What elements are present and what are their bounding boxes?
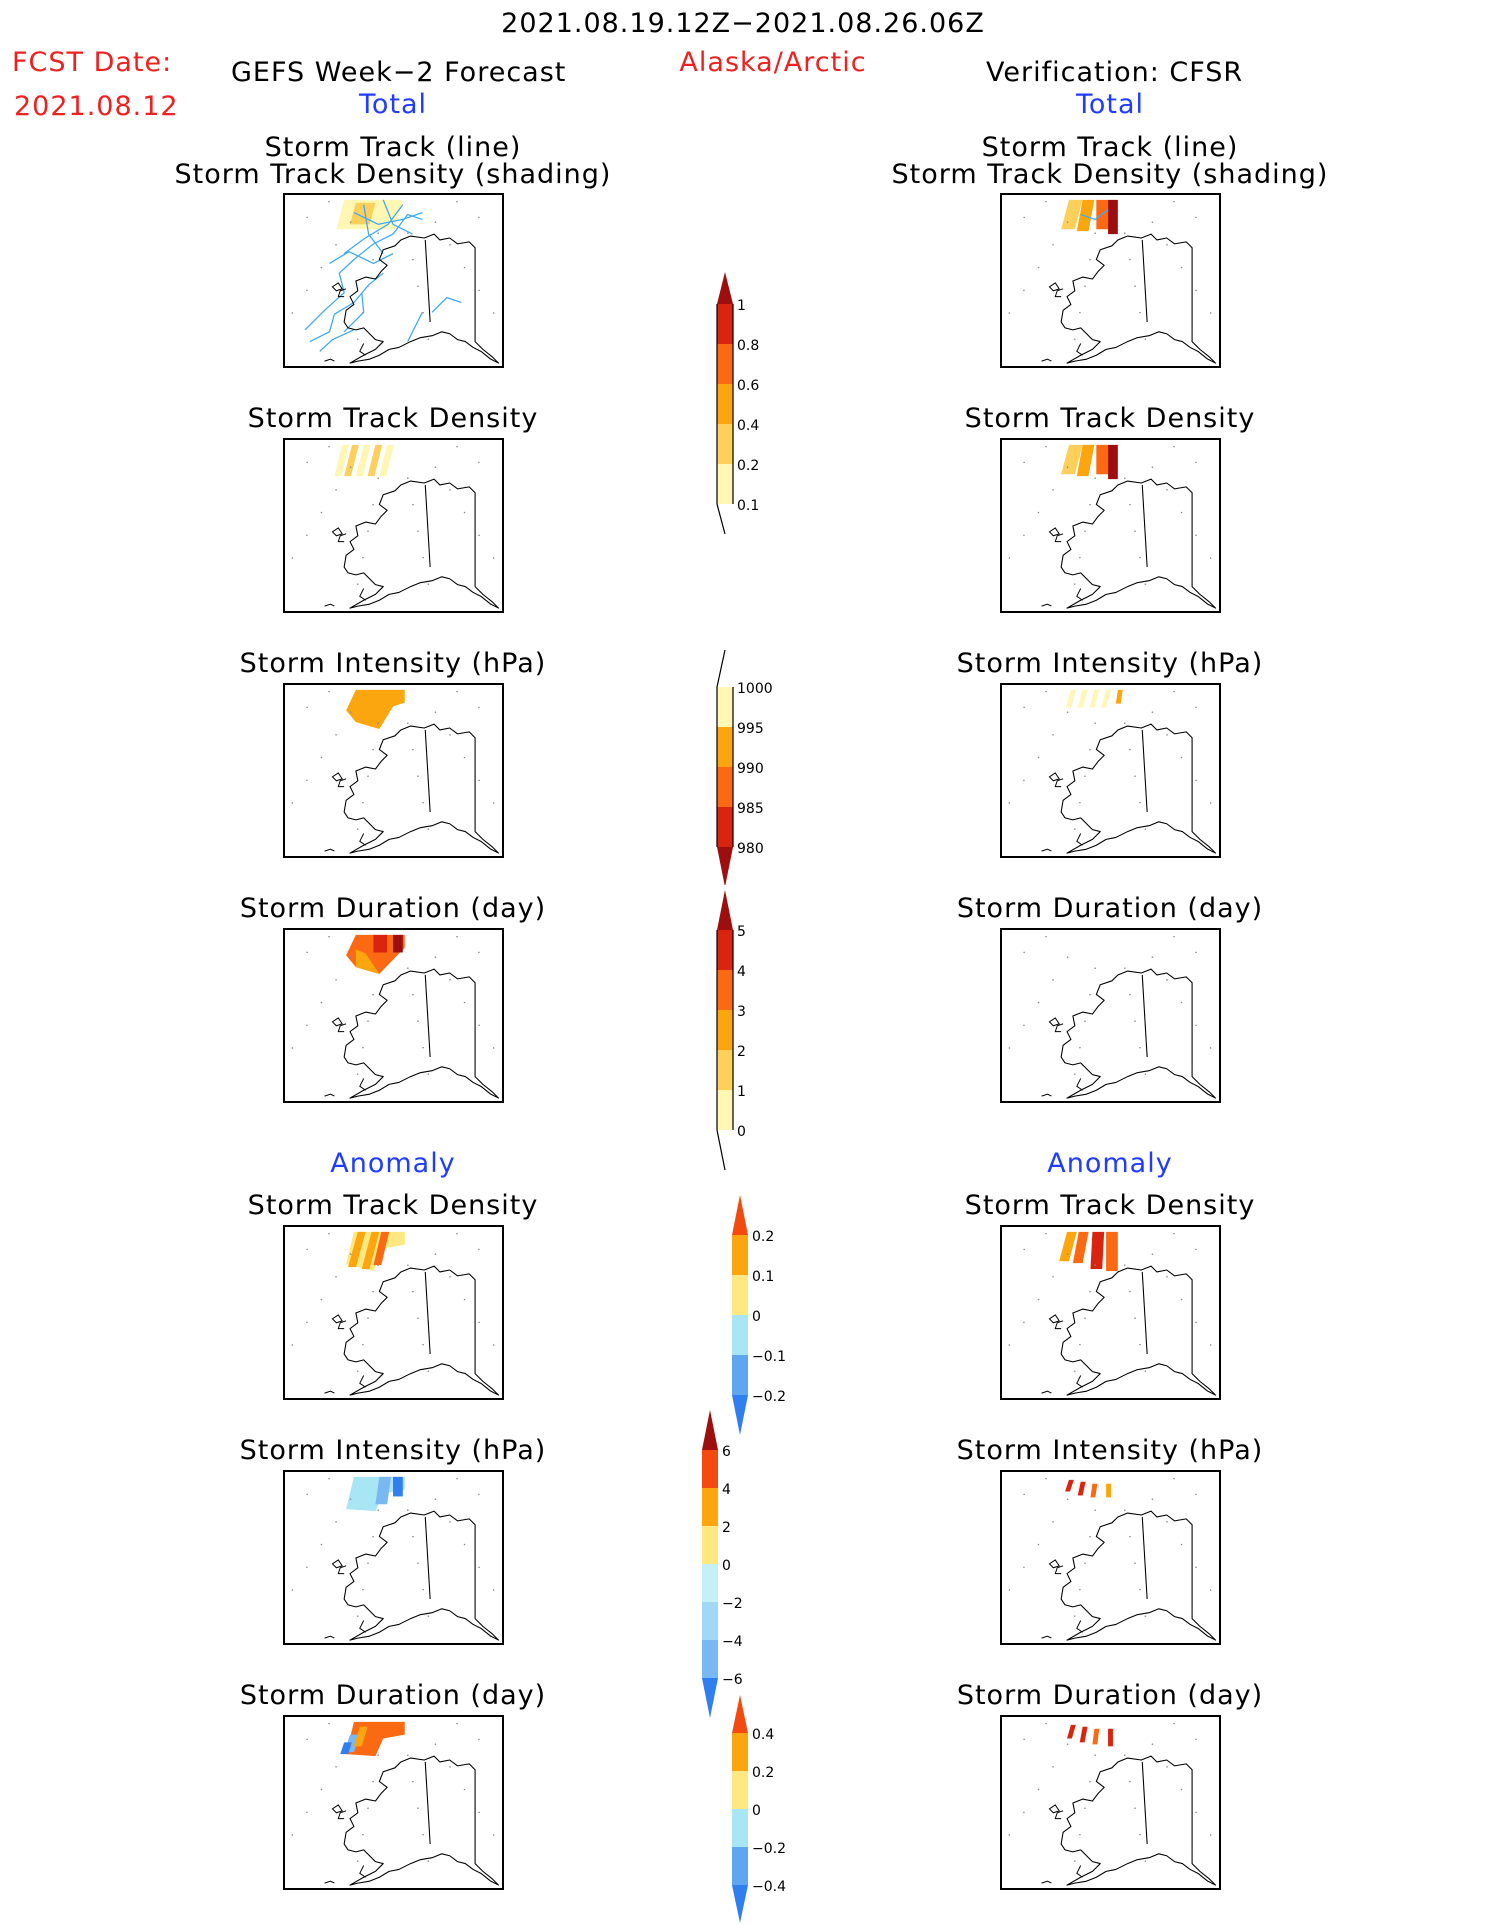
alaska-map	[1008, 935, 1217, 1099]
alaska-map	[1008, 444, 1217, 609]
cbar-dur-2: 4	[737, 964, 746, 980]
cbar-it-5: 980	[737, 841, 764, 857]
left-track-line-title: Storm Track (line)	[264, 132, 522, 163]
alaska-map	[291, 689, 500, 854]
right-anomaly-label: Anomaly	[1047, 1148, 1173, 1179]
colorbar-intensity-anom: 6 4 2 0 −2 −4 −6	[702, 1410, 743, 1718]
cbar-ia-7: −6	[722, 1672, 743, 1688]
cbar-dt-6: 0.1	[737, 498, 759, 514]
cbar-dur-6: 0	[737, 1124, 746, 1140]
map-left-anom-intensity	[283, 1470, 504, 1645]
map-left-anom-duration	[283, 1715, 504, 1890]
map-left-intensity	[283, 683, 504, 858]
cbar-ia-3: 2	[722, 1520, 731, 1536]
alaska-map	[291, 1476, 500, 1641]
map-right-track	[1000, 193, 1221, 368]
cbar-da-2: 0.1	[752, 1269, 774, 1285]
map-right-duration	[1000, 928, 1221, 1103]
right-duration-title: Storm Duration (day)	[956, 893, 1264, 924]
left-anom-duration-title: Storm Duration (day)	[239, 1680, 547, 1711]
cbar-ia-1: 6	[722, 1444, 731, 1460]
right-anom-duration-title: Storm Duration (day)	[956, 1680, 1264, 1711]
alaska-map	[1008, 1477, 1217, 1641]
cbar-ia-6: −4	[722, 1634, 743, 1650]
right-column-title: Verification: CFSR	[986, 57, 1244, 88]
cbar-it-3: 990	[737, 761, 764, 777]
map-right-intensity	[1000, 683, 1221, 858]
map-left-track	[283, 193, 504, 368]
fcst-date-value: 2021.08.12	[14, 91, 179, 122]
right-intensity-title: Storm Intensity (hPa)	[956, 648, 1264, 679]
alaska-map	[291, 1721, 500, 1886]
colorbar-density-total: 1 0.8 0.6 0.4 0.2 0.1	[716, 272, 759, 535]
left-total-label: Total	[358, 89, 428, 120]
left-column-title: GEFS Week−2 Forecast	[231, 57, 567, 88]
cbar-it-2: 995	[737, 721, 764, 737]
left-intensity-title: Storm Intensity (hPa)	[239, 648, 547, 679]
right-anom-density-title: Storm Track Density	[964, 1190, 1256, 1221]
right-track-shading-title: Storm Track Density (shading)	[891, 159, 1329, 190]
cbar-dur-1: 5	[737, 924, 746, 940]
alaska-map	[1008, 199, 1217, 364]
cbar-dur-5: 1	[737, 1084, 746, 1100]
right-track-line-title: Storm Track (line)	[981, 132, 1239, 163]
alaska-map	[291, 199, 500, 364]
map-left-anom-density	[283, 1225, 504, 1400]
map-right-anom-duration	[1000, 1715, 1221, 1890]
cbar-da-1: 0.2	[752, 1229, 774, 1245]
right-density-title: Storm Track Density	[964, 403, 1256, 434]
cbar-it-1: 1000	[737, 681, 773, 697]
map-right-anom-intensity	[1000, 1470, 1221, 1645]
cbar-dur-3: 3	[737, 1004, 746, 1020]
colorbar-duration-total: 5 4 3 2 1 0	[716, 890, 746, 1171]
alaska-map	[1008, 689, 1217, 854]
colorbar-intensity-total: 1000 995 990 985 980	[716, 649, 773, 885]
map-right-density	[1000, 438, 1221, 613]
cbar-dt-2: 0.8	[737, 338, 759, 354]
right-anom-intensity-title: Storm Intensity (hPa)	[956, 1435, 1264, 1466]
cbar-dt-3: 0.6	[737, 378, 759, 394]
cbar-dur-4: 2	[737, 1044, 746, 1060]
map-left-duration	[283, 928, 504, 1103]
left-anom-density-title: Storm Track Density	[247, 1190, 539, 1221]
cbar-da-3: 0	[752, 1309, 761, 1325]
cbar-ia-5: −2	[722, 1596, 743, 1612]
colorbar-duration-anom: 0.4 0.2 0 −0.2 −0.4	[732, 1695, 786, 1923]
cbar-dua-5: −0.4	[752, 1879, 786, 1895]
cbar-ia-2: 4	[722, 1482, 731, 1498]
cbar-ia-4: 0	[722, 1558, 731, 1574]
period-title: 2021.08.19.12Z−2021.08.26.06Z	[501, 8, 985, 39]
cbar-dt-5: 0.2	[737, 458, 759, 474]
cbar-it-4: 985	[737, 801, 764, 817]
colorbar-density-anom: 0.2 0.1 0 −0.1 −0.2	[732, 1195, 786, 1435]
alaska-map	[291, 934, 500, 1099]
map-right-anom-density	[1000, 1225, 1221, 1400]
cbar-dua-1: 0.4	[752, 1727, 774, 1743]
cbar-da-5: −0.2	[752, 1389, 786, 1405]
region-title: Alaska/Arctic	[679, 47, 867, 78]
right-total-label: Total	[1075, 89, 1145, 120]
cbar-dt-1: 1	[737, 298, 746, 314]
cbar-da-4: −0.1	[752, 1349, 786, 1365]
cbar-dua-4: −0.2	[752, 1841, 786, 1857]
alaska-map	[291, 1231, 500, 1396]
alaska-map	[1008, 1231, 1217, 1396]
left-duration-title: Storm Duration (day)	[239, 893, 547, 924]
left-anom-intensity-title: Storm Intensity (hPa)	[239, 1435, 547, 1466]
cbar-dua-2: 0.2	[752, 1765, 774, 1781]
left-anomaly-label: Anomaly	[330, 1148, 456, 1179]
cbar-dt-4: 0.4	[737, 418, 759, 434]
cbar-dua-3: 0	[752, 1803, 761, 1819]
left-density-title: Storm Track Density	[247, 403, 539, 434]
fcst-date-label: FCST Date:	[12, 47, 173, 78]
alaska-map	[1008, 1722, 1217, 1886]
alaska-map	[291, 444, 500, 609]
left-track-shading-title: Storm Track Density (shading)	[174, 159, 612, 190]
map-left-density	[283, 438, 504, 613]
